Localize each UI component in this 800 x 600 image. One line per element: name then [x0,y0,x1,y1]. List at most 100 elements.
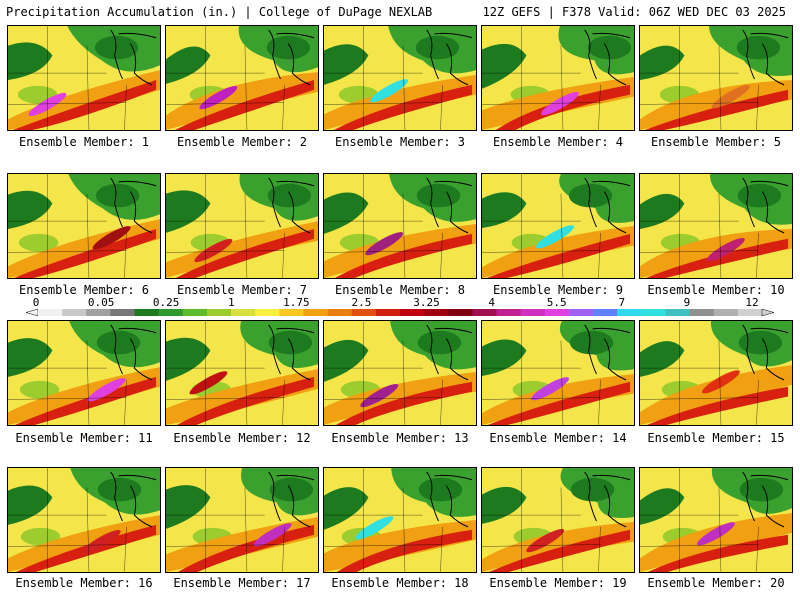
colorbar-tick-label: 0.05 [88,296,115,309]
ensemble-map-12 [165,320,319,426]
ensemble-member-label: Ensemble Member: 10 [647,283,785,297]
ensemble-map-2 [165,25,319,131]
ensemble-member-label: Ensemble Member: 11 [15,431,153,445]
colorbar-left-arrow [25,308,39,317]
ensemble-member-label: Ensemble Member: 8 [334,283,466,297]
colorbar-tick-label: 4 [488,296,495,309]
ensemble-map-10 [639,173,793,279]
colorbar-swatch [737,309,763,316]
ensemble-map-19 [481,467,635,573]
precip-map-2 [166,26,318,130]
ensemble-member-label: Ensemble Member: 18 [331,576,469,590]
colorbar-swatch [448,309,473,316]
ensemble-map-14 [481,320,635,426]
ensemble-member-label: Ensemble Member: 19 [489,576,627,590]
colorbar-swatch [424,309,449,316]
colorbar-swatch [351,309,377,316]
colorbar-tick-label: 3.25 [413,296,440,309]
colorbar-tick-label: 1 [228,296,235,309]
colorbar-tick-label: 1.75 [283,296,310,309]
precip-map-4 [482,26,634,130]
precip-map-8 [324,174,476,278]
colorbar-tick-label: 2.5 [352,296,372,309]
colorbar-swatch [86,309,111,316]
colorbar-swatch [689,309,715,316]
ensemble-member-label: Ensemble Member: 5 [650,135,782,149]
model-run-info: 12Z GEFS | F378 Valid: 06Z WED DEC 03 20… [482,5,786,19]
colorbar-tick-label: 0 [33,296,40,309]
ensemble-member-label: Ensemble Member: 9 [492,283,624,297]
colorbar-swatch [110,309,135,316]
precip-map-14 [482,321,634,425]
colorbar-tick-label: 12 [745,296,758,309]
precip-map-18 [324,468,476,572]
ensemble-map-15 [639,320,793,426]
precip-map-3 [324,26,476,130]
ensemble-map-20 [639,467,793,573]
ensemble-member-label: Ensemble Member: 1 [18,135,150,149]
precip-map-12 [166,321,318,425]
ensemble-member-label: Ensemble Member: 17 [173,576,311,590]
precip-map-20 [640,468,792,572]
colorbar-swatch [206,309,232,316]
ensemble-member-label: Ensemble Member: 14 [489,431,627,445]
ensemble-member-label: Ensemble Member: 6 [18,283,150,297]
colorbar-swatch [279,309,304,316]
colorbar-tick-label: 7 [619,296,626,309]
ensemble-map-4 [481,25,635,131]
ensemble-map-13 [323,320,477,426]
ensemble-map-17 [165,467,319,573]
ensemble-member-label: Ensemble Member: 2 [176,135,308,149]
colorbar-swatch [665,309,690,316]
ensemble-map-11 [7,320,161,426]
colorbar-swatch [568,309,594,316]
ensemble-map-5 [639,25,793,131]
ensemble-member-label: Ensemble Member: 3 [334,135,466,149]
colorbar-swatch [327,309,353,316]
colorbar-swatch [472,309,497,316]
colorbar-swatch [641,309,666,316]
colorbar-swatch [593,309,618,316]
colorbar-tick-label: 9 [684,296,691,309]
colorbar-swatch [255,309,280,316]
colorbar-swatch [182,309,208,316]
precipitation-colorbar: 0 0.05 0.25 1 1.75 2.5 3.25 4 5.5 7 9 12 [25,296,775,317]
ensemble-member-label: Ensemble Member: 12 [173,431,311,445]
colorbar-swatch [617,309,642,316]
precip-map-6 [8,174,160,278]
precip-map-15 [640,321,792,425]
precip-map-16 [8,468,160,572]
colorbar-swatch [62,309,87,316]
precip-map-13 [324,321,476,425]
precip-map-19 [482,468,634,572]
ensemble-map-9 [481,173,635,279]
precip-map-10 [640,174,792,278]
ensemble-map-8 [323,173,477,279]
ensemble-map-16 [7,467,161,573]
ensemble-map-18 [323,467,477,573]
ensemble-map-7 [165,173,319,279]
ensemble-map-6 [7,173,161,279]
ensemble-member-label: Ensemble Member: 13 [331,431,469,445]
colorbar-swatch [544,309,570,316]
colorbar-swatch [400,309,425,316]
colorbar-swatch [38,309,63,316]
colorbar-swatch [375,309,401,316]
ensemble-map-3 [323,25,477,131]
chart-title: Precipitation Accumulation (in.) | Colle… [6,5,433,19]
colorbar-swatch [520,309,546,316]
ensemble-member-label: Ensemble Member: 20 [647,576,785,590]
colorbar-swatch [303,309,328,316]
colorbar-swatch [231,309,256,316]
colorbar-right-arrow [761,308,775,317]
precip-map-9 [482,174,634,278]
colorbar-tick-label: 0.25 [153,296,180,309]
ensemble-map-1 [7,25,161,131]
colorbar-swatch [134,309,159,316]
colorbar-swatch [713,309,739,316]
precip-map-17 [166,468,318,572]
colorbar-swatch [158,309,184,316]
ensemble-member-label: Ensemble Member: 15 [647,431,785,445]
ensemble-member-label: Ensemble Member: 7 [176,283,308,297]
colorbar-swatch [496,309,521,316]
